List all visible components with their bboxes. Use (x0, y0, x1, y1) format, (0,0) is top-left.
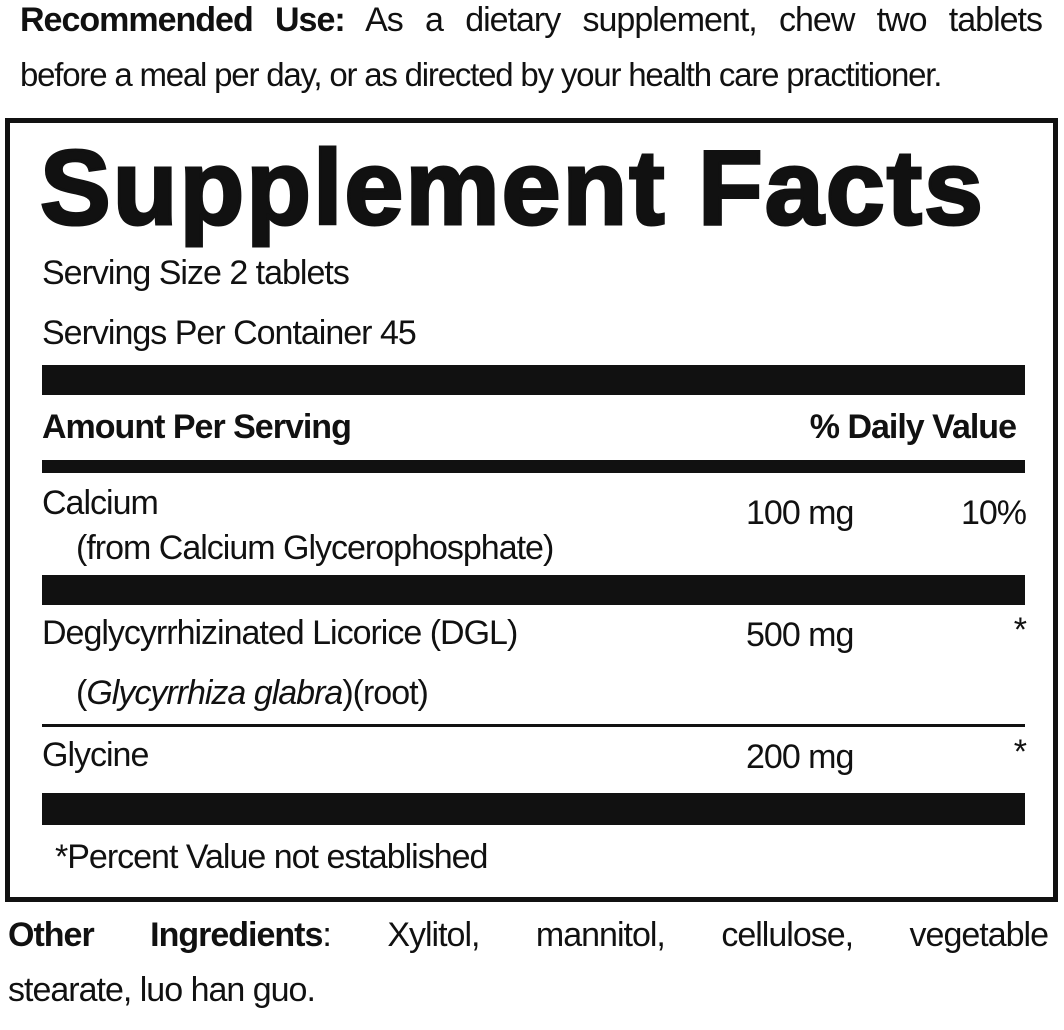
footnote: *Percent Value not established (55, 838, 488, 876)
header-amount: Amount Per Serving (42, 408, 352, 446)
recommended-use-label: Recommended Use: (20, 1, 346, 39)
divider (42, 460, 1025, 473)
row-dgl-sub: (Glycyrrhiza glabra)(root) (76, 674, 429, 712)
row-dgl-dv: * (1013, 611, 1027, 649)
other-ingredients-line-1: Other Ingredients: Xylitol, mannitol, ce… (8, 916, 1049, 954)
row-dgl-name: Deglycyrrhizinated Licorice (DGL) (42, 614, 518, 652)
thick-divider (42, 365, 1025, 395)
row-calcium-amount: 100 mg (746, 494, 854, 532)
recommended-use-line-2: before a meal per day, or as directed by… (20, 56, 942, 93)
row-glycine-dv: * (1013, 733, 1027, 771)
servings-per-container: Servings Per Container 45 (42, 314, 417, 352)
page-title: Supplement Facts (39, 128, 985, 249)
supplement-facts-panel (5, 118, 1058, 902)
recommended-use-line-1: Recommended Use: As a dietary supplement… (20, 1, 1043, 39)
row-calcium-sub: (from Calcium Glycerophosphate) (76, 529, 554, 567)
row-glycine-name: Glycine (42, 736, 149, 774)
serving-size: Serving Size 2 tablets (42, 254, 350, 292)
row-dgl-amount: 500 mg (746, 616, 854, 654)
thick-divider (42, 793, 1025, 825)
thick-divider (42, 575, 1025, 605)
other-ingredients-line-2: stearate, luo han guo. (8, 971, 316, 1009)
row-calcium-dv: 10% (960, 494, 1027, 532)
other-ingredients-label: Other Ingredients: (8, 916, 332, 954)
row-calcium-name: Calcium (42, 484, 159, 522)
header-daily-value: % Daily Value (809, 408, 1017, 446)
thin-divider (42, 724, 1025, 727)
row-glycine-amount: 200 mg (746, 738, 854, 776)
